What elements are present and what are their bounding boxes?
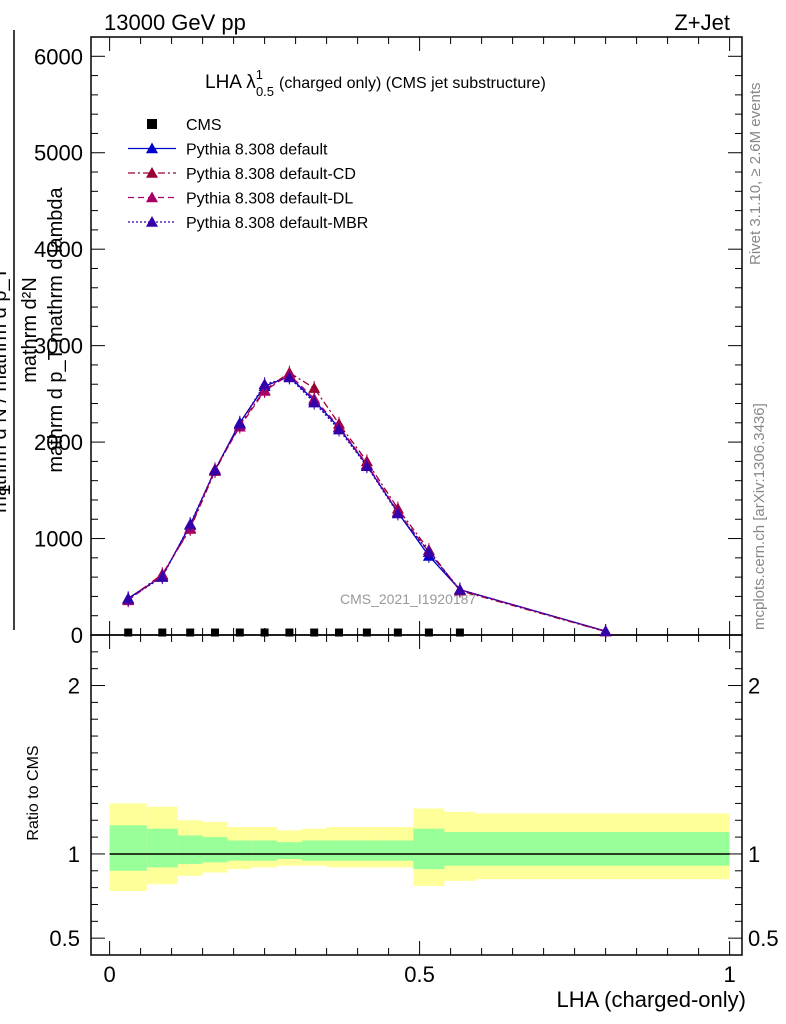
legend-marker-cd	[146, 167, 158, 178]
cms-point-10	[393, 628, 402, 637]
ratio-band-inner-10	[382, 840, 414, 861]
cms-point-4	[235, 628, 244, 637]
ratio-band-inner-5	[252, 840, 277, 861]
ratio-y-label: Ratio to CMS	[25, 745, 42, 840]
y-label-numerator-2: mathrm d p_T mathrm d lambda	[45, 186, 67, 472]
x-tick-label-0: 0	[103, 962, 115, 987]
cms-point-3	[211, 628, 219, 637]
ratio-band-inner-12	[444, 832, 476, 866]
y-label-one: 1	[0, 484, 15, 495]
y-label-numerator-1: mathrm d²N	[19, 277, 41, 383]
plot-title: LHA λ1 0.5 (charged only) (CMS jet substru…	[205, 67, 546, 99]
cms-point-8	[335, 628, 343, 637]
cms-point-12	[455, 628, 464, 637]
cms-point-5	[260, 628, 269, 637]
series-line-mbr	[127, 376, 606, 632]
series-point-mbr-5	[258, 378, 271, 390]
series-point-mbr-7	[308, 396, 321, 408]
ratio-band-inner-11	[413, 828, 445, 870]
ratio-tick-label-left-2: 2	[68, 674, 80, 699]
ratio-tick-label-right-2: 2	[748, 674, 760, 699]
series-layer	[122, 365, 612, 639]
ratio-band-inner-6	[277, 842, 302, 859]
legend-marker-cms	[147, 119, 157, 129]
ratio-band-inner-3	[202, 837, 228, 863]
series-point-mbr-13	[599, 625, 612, 636]
series-point-mbr-3	[209, 464, 221, 475]
y-tick-label-0: 0	[71, 623, 83, 648]
series-point-mbr-4	[233, 417, 246, 429]
ratio-bands	[109, 803, 730, 891]
ratio-band-inner-9	[351, 840, 383, 861]
ratio-band-inner-0	[109, 825, 147, 871]
rivet-label: Rivet 3.1.10, ≥ 2.6M events	[747, 83, 764, 266]
ratio-tick-label-left-0.5: 0.5	[49, 926, 80, 951]
ratio-band-inner-13	[475, 832, 730, 866]
ratio-band-inner-1	[146, 828, 178, 868]
series-point-mbr-9	[360, 460, 373, 472]
legend: CMS Pythia 8.308 default Pythia 8.308 defa…	[128, 117, 368, 232]
series-point-mbr-2	[184, 518, 197, 529]
series-line-cd	[127, 371, 606, 633]
ratio-band-inner-4	[227, 840, 253, 861]
y-tick-label-2000: 2000	[34, 430, 83, 455]
y-tick-label-6000: 6000	[34, 44, 83, 69]
y-axis-label: mathrm d²N mathrm d p_T mathrm d lambda …	[0, 30, 67, 630]
cms-point-1	[158, 628, 167, 637]
ratio-band-inner-2	[177, 835, 203, 865]
series-point-mbr-12	[453, 583, 466, 595]
legend-marker-default	[146, 142, 158, 154]
cms-point-2	[186, 628, 195, 637]
legend-label-mbr: Pythia 8.308 default-MBR	[186, 215, 368, 232]
series-point-mbr-10	[391, 507, 404, 519]
series-point-mbr-1	[156, 571, 169, 582]
axis-ticks: 0 0.5 1 0 1000 2000 3000 4000 5000 6000 0.5 0.5 1 1 2 2	[34, 36, 779, 987]
ratio-band-inner-8	[326, 840, 352, 861]
legend-marker-dl	[146, 191, 158, 203]
cms-point-7	[310, 628, 319, 637]
legend-label-dl: Pythia 8.308 default-DL	[186, 191, 353, 208]
series-point-cd-7	[308, 382, 321, 393]
ratio-tick-label-right-1: 1	[748, 842, 760, 867]
legend-marker-mbr	[146, 216, 158, 227]
legend-label-default: Pythia 8.308 default	[186, 142, 328, 159]
x-tick-label-0.5: 0.5	[404, 962, 435, 987]
legend-label-cms: CMS	[186, 117, 222, 134]
ratio-band-inner-7	[301, 840, 327, 861]
cms-point-6	[285, 628, 294, 637]
series-point-mbr-8	[333, 423, 345, 435]
y-tick-label-4000: 4000	[34, 237, 83, 262]
y-tick-label-1000: 1000	[34, 527, 83, 552]
cms-point-0	[124, 628, 133, 637]
ratio-tick-label-left-1: 1	[68, 842, 80, 867]
legend-label-cd: Pythia 8.308 default-CD	[186, 166, 356, 183]
y-tick-label-5000: 5000	[34, 141, 83, 166]
cms-point-9	[362, 628, 371, 637]
series-point-mbr-6	[283, 371, 296, 383]
y-tick-label-3000: 3000	[34, 334, 83, 359]
ratio-tick-label-right-0.5: 0.5	[748, 926, 779, 951]
cms-point-11	[424, 628, 433, 637]
series-point-mbr-0	[122, 592, 135, 604]
x-tick-label-1: 1	[723, 962, 735, 987]
header-energy: 13000 GeV pp	[104, 10, 246, 35]
header-process: Z+Jet	[674, 10, 730, 35]
x-axis-label: LHA (charged-only)	[556, 987, 746, 1012]
series-point-mbr-11	[422, 546, 435, 557]
ratio-panel-frame	[90, 634, 743, 956]
y-label-denominator: mathrm d N / mathrm d p_T	[0, 267, 11, 513]
analysis-watermark: CMS_2021_I1920187	[340, 591, 476, 607]
mcplots-label: mcplots.cern.ch [arXiv:1306.3436]	[751, 403, 768, 630]
